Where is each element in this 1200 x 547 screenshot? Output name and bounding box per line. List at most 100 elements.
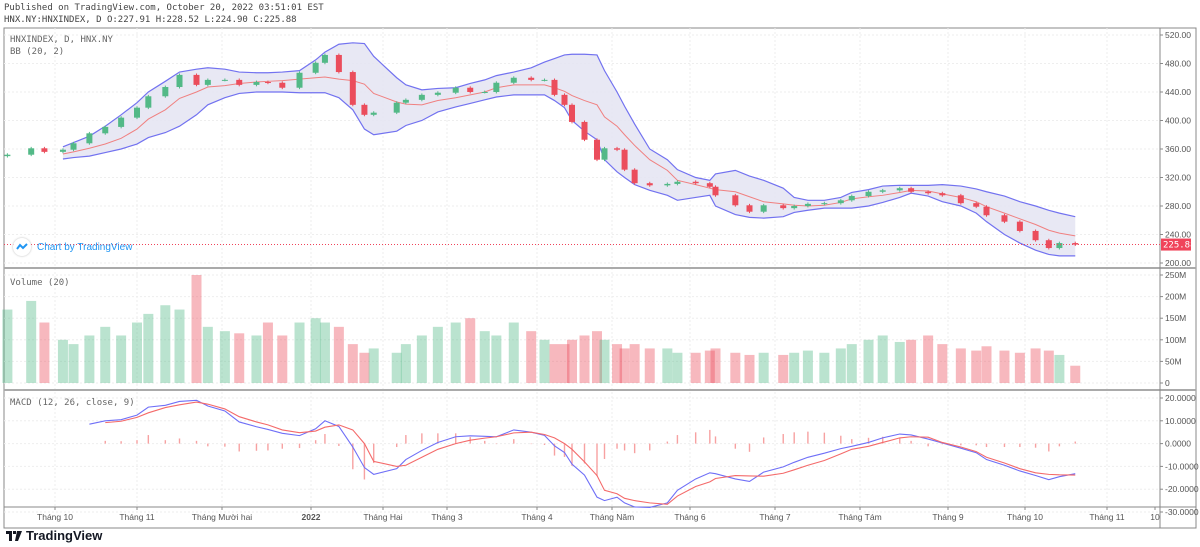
candle-body bbox=[118, 117, 125, 127]
time-axis-label: Tháng 9 bbox=[932, 512, 963, 522]
volume-axis-label: 100M bbox=[1165, 335, 1186, 345]
candle-body bbox=[561, 94, 568, 105]
volume-bar bbox=[416, 335, 427, 383]
time-axis-label: Tháng 3 bbox=[431, 512, 462, 522]
time-axis-label: Tháng 7 bbox=[759, 512, 790, 522]
candle-body bbox=[221, 79, 228, 81]
macd-histogram-bar bbox=[851, 439, 853, 444]
volume-bar bbox=[629, 344, 640, 383]
volume-axis-label: 0 bbox=[1165, 378, 1170, 388]
macd-histogram-bar bbox=[941, 443, 944, 445]
macd-histogram-bar bbox=[178, 438, 181, 444]
candle-body bbox=[848, 196, 855, 201]
candle-body bbox=[551, 79, 558, 95]
candle-body bbox=[28, 148, 35, 155]
macd-histogram-bar bbox=[314, 440, 317, 444]
time-axis-label: Tháng 11 bbox=[119, 512, 155, 522]
volume-bar bbox=[432, 326, 443, 383]
volume-bar bbox=[234, 333, 245, 383]
macd-histogram-bar bbox=[840, 435, 842, 444]
volume-bar bbox=[294, 322, 305, 383]
macd-axis-label: -10.0000 bbox=[1165, 461, 1199, 471]
macd-histogram-bar bbox=[495, 443, 498, 445]
symbol-legend: HNXINDEX, D, HNX.NY bbox=[10, 35, 114, 45]
candle-body bbox=[296, 72, 303, 88]
volume-bar bbox=[319, 322, 330, 383]
volume-bar bbox=[465, 318, 476, 383]
volume-bar bbox=[191, 275, 202, 383]
macd-histogram-bar bbox=[867, 437, 870, 444]
volume-bar bbox=[981, 346, 992, 383]
macd-histogram-bar bbox=[1048, 443, 1050, 452]
candle-body bbox=[134, 107, 140, 118]
macd-histogram-bar bbox=[616, 443, 618, 449]
candle-body bbox=[732, 195, 739, 206]
macd-axis-label: -30.0000 bbox=[1165, 507, 1199, 517]
time-axis-label: 10 bbox=[1150, 512, 1160, 522]
macd-axis-label: -20.0000 bbox=[1165, 484, 1199, 494]
macd-histogram-bar bbox=[807, 431, 809, 444]
macd-histogram-bar bbox=[1019, 443, 1021, 448]
chart-by-tradingview-link[interactable]: Chart by TradingView bbox=[13, 238, 132, 256]
tradingview-logo[interactable]: TradingView bbox=[6, 528, 102, 543]
macd-histogram-bar bbox=[298, 443, 301, 449]
volume-bar bbox=[1014, 352, 1025, 383]
candle-body bbox=[925, 191, 932, 194]
candle-body bbox=[541, 79, 548, 81]
volume-bar bbox=[662, 348, 673, 383]
candle-body bbox=[804, 203, 811, 206]
macd-histogram-bar bbox=[596, 443, 598, 477]
volume-bar bbox=[132, 322, 142, 383]
candle-body bbox=[321, 54, 328, 63]
macd-histogram-bar bbox=[513, 439, 515, 444]
candle-body bbox=[674, 181, 681, 184]
candle-body bbox=[418, 94, 425, 100]
volume-bar bbox=[894, 341, 905, 383]
candle-body bbox=[879, 190, 886, 192]
macd-histogram-bar bbox=[649, 443, 651, 451]
macd-histogram-bar bbox=[1074, 441, 1076, 444]
macd-histogram-bar bbox=[793, 432, 795, 444]
candle-body bbox=[692, 181, 699, 184]
tradingview-logo-icon bbox=[6, 530, 22, 541]
volume-bar bbox=[835, 348, 846, 383]
candle-body bbox=[279, 82, 286, 88]
macd-histogram-bar bbox=[748, 443, 751, 452]
macd-histogram-bar bbox=[267, 443, 269, 451]
candle-body bbox=[569, 104, 575, 122]
macd-histogram-bar bbox=[553, 443, 556, 456]
candle-body bbox=[957, 195, 964, 204]
volume-bar bbox=[479, 331, 490, 383]
macd-axis-label: 20.0000 bbox=[1165, 393, 1196, 403]
candle-body bbox=[1072, 243, 1079, 245]
candle-body bbox=[102, 126, 109, 134]
volume-bar bbox=[999, 350, 1010, 383]
volume-bar bbox=[971, 350, 982, 383]
volume-bar bbox=[202, 326, 213, 383]
volume-bar bbox=[1070, 365, 1081, 383]
candle-body bbox=[780, 205, 787, 209]
volume-bar bbox=[599, 339, 610, 383]
macd-histogram-bar bbox=[927, 443, 929, 447]
time-axis-label: Tháng Tám bbox=[838, 512, 881, 522]
macd-histogram-bar bbox=[623, 443, 626, 451]
time-axis-label: Tháng Hai bbox=[363, 512, 402, 522]
macd-histogram-bar bbox=[1058, 443, 1061, 447]
volume-bar bbox=[262, 322, 273, 383]
macd-histogram-bar bbox=[363, 443, 366, 480]
volume-bar bbox=[579, 335, 590, 383]
candle-body bbox=[896, 188, 903, 191]
volume-bar bbox=[450, 322, 461, 383]
volume-axis-label: 200M bbox=[1165, 292, 1186, 302]
bb-legend: BB (20, 2) bbox=[10, 47, 64, 57]
time-axis-label: Tháng 4 bbox=[521, 512, 552, 522]
macd-histogram-bar bbox=[164, 440, 167, 444]
volume-bar bbox=[26, 300, 37, 383]
volume-bar bbox=[400, 344, 411, 383]
macd-histogram-bar bbox=[882, 436, 884, 444]
candle-body bbox=[973, 203, 980, 207]
candle-body bbox=[361, 104, 368, 115]
volume-axis-label: 250M bbox=[1165, 270, 1186, 280]
candle-body bbox=[821, 203, 828, 205]
